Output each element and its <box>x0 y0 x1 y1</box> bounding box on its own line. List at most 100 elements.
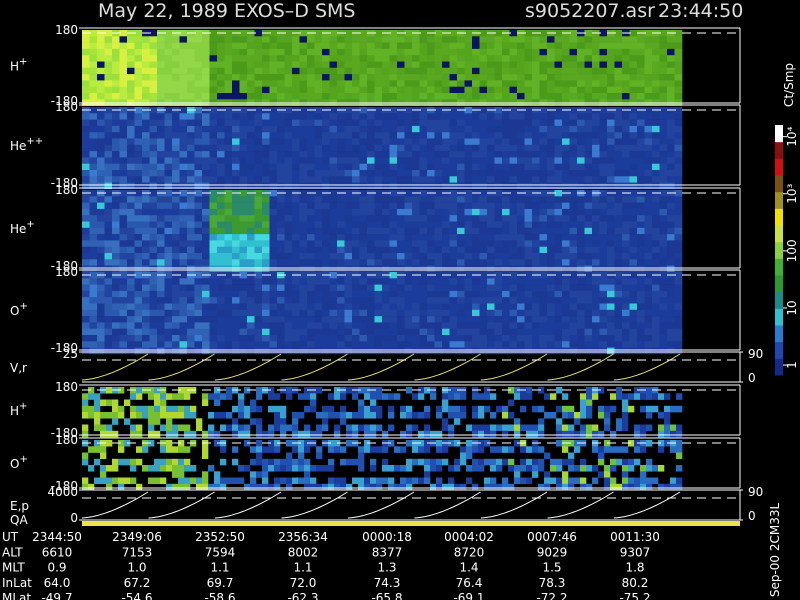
spectrogram-cell <box>577 138 585 146</box>
spectrogram-cell <box>370 483 377 491</box>
spectrogram-cell <box>448 477 455 485</box>
spectrogram-cell <box>262 176 270 183</box>
spectrogram-cell <box>202 36 210 43</box>
spectrogram-cell <box>562 483 569 491</box>
spectrogram-cell <box>464 86 473 94</box>
spectrogram-cell <box>232 74 240 81</box>
spectrogram-cell <box>562 412 569 419</box>
spectrogram-cell <box>329 196 338 203</box>
spectrogram-cell <box>554 240 563 247</box>
spectrogram-cell <box>610 446 617 453</box>
spectrogram-cell <box>389 132 398 139</box>
spectrogram-cell <box>652 55 660 62</box>
spectrogram-cell <box>224 36 233 43</box>
spectrogram-cell <box>202 67 210 75</box>
spectrogram-cell <box>298 458 305 466</box>
spectrogram-cell <box>112 465 119 472</box>
spectrogram-cell <box>239 202 248 210</box>
spectrogram-cell <box>299 322 308 329</box>
spectrogram-cell <box>382 170 390 177</box>
spectrogram-cell <box>187 176 195 183</box>
spectrogram-cell <box>299 284 308 292</box>
spectrogram-cell <box>352 477 359 485</box>
spectrogram-cell <box>517 303 525 311</box>
spectrogram-cell <box>622 55 630 62</box>
spectrogram-cell <box>472 227 480 235</box>
spectrogram-cell <box>232 347 240 355</box>
spectrogram-cell <box>457 322 465 329</box>
spectrogram-cell <box>322 93 330 100</box>
spectrogram-cell <box>202 119 210 127</box>
spectrogram-cell <box>389 176 398 183</box>
spectrogram-cell <box>344 309 353 317</box>
spectrogram-cell <box>592 393 599 400</box>
spectrogram-cell <box>149 176 158 183</box>
spectrogram-cell <box>232 227 240 235</box>
spectrogram-cell <box>337 132 345 139</box>
spectrogram-cell <box>292 303 300 311</box>
spectrogram-cell <box>584 240 593 247</box>
spectrogram-cell <box>344 30 353 37</box>
spectrogram-cell <box>244 430 251 438</box>
spectrogram-cell <box>502 246 510 254</box>
spectrogram-cell <box>100 412 107 419</box>
spectrogram-cell <box>238 465 245 472</box>
spectrogram-cell <box>307 265 315 273</box>
spectrogram-cell <box>284 347 293 355</box>
spectrogram-cell <box>142 234 150 241</box>
spectrogram-cell <box>479 163 488 171</box>
spectrogram-cell <box>307 215 315 222</box>
spectrogram-cell <box>517 234 525 241</box>
spectrogram-cell <box>479 93 488 100</box>
spectrogram-cell <box>404 341 413 348</box>
spectrogram-cell <box>358 465 365 472</box>
spectrogram-cell <box>202 341 210 348</box>
spectrogram-cell <box>466 477 473 485</box>
spectrogram-cell <box>547 316 555 323</box>
spectrogram-cell <box>646 477 653 485</box>
spectrogram-cell <box>277 316 285 323</box>
spectrogram-cell <box>614 272 623 279</box>
spectrogram-cell <box>674 215 683 222</box>
spectrogram-cell <box>172 259 180 266</box>
spectrogram-cell <box>149 297 158 304</box>
spectrogram-cell <box>292 477 299 485</box>
spectrogram-cell <box>89 303 98 311</box>
spectrogram-cell <box>374 93 383 100</box>
spectrogram-cell <box>637 119 645 127</box>
spectrogram-cell <box>652 132 660 139</box>
spectrogram-cell <box>404 144 413 152</box>
spectrogram-cell <box>149 278 158 285</box>
spectrogram-cell <box>299 119 308 127</box>
spectrogram-cell <box>434 138 443 146</box>
spectrogram-cell <box>539 303 548 311</box>
spectrogram-cell <box>584 347 593 355</box>
spectrogram-cell <box>104 93 113 100</box>
spectrogram-cell <box>244 424 251 432</box>
spectrogram-cell <box>400 412 407 419</box>
spectrogram-cell <box>209 48 218 56</box>
spectrogram-cell <box>299 196 308 203</box>
spectrogram-cell <box>592 176 600 183</box>
spectrogram-cell <box>127 341 135 348</box>
spectrogram-cell <box>479 132 488 139</box>
spectrogram-cell <box>97 322 105 329</box>
spectrogram-cell <box>389 93 398 100</box>
spectrogram-cell <box>202 452 209 460</box>
spectrogram-cell <box>179 55 188 62</box>
spectrogram-cell <box>584 208 593 216</box>
spectrogram-cell <box>584 322 593 329</box>
spectrogram-cell <box>442 265 450 273</box>
spectrogram-cell <box>224 119 233 127</box>
spectrogram-cell <box>352 144 360 152</box>
spectrogram-cell <box>524 74 533 81</box>
spectrogram-cell <box>509 284 518 292</box>
spectrogram-cell <box>449 303 458 311</box>
spectrogram-cell <box>374 67 383 75</box>
spectrogram-cell <box>194 176 203 183</box>
spectrogram-cell <box>262 208 270 216</box>
spectrogram-cell <box>472 335 480 342</box>
spectrogram-cell <box>124 399 131 407</box>
spectrogram-cell <box>179 316 188 323</box>
spectrogram-cell <box>547 253 555 260</box>
